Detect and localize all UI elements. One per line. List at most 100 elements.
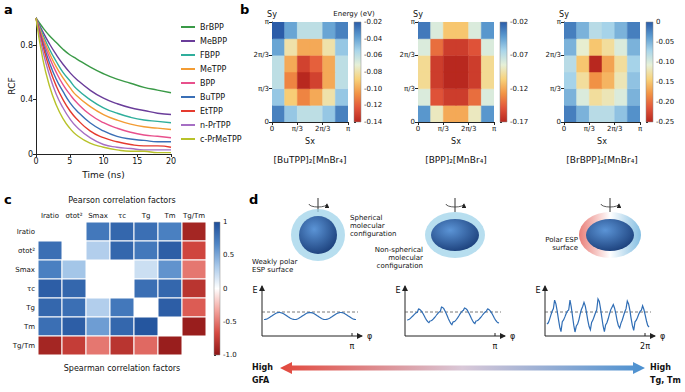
svg-text:Iratio: Iratio xyxy=(41,212,59,220)
svg-text:configuration: configuration xyxy=(350,230,396,238)
svg-text:-0.07: -0.07 xyxy=(510,51,528,59)
svg-text:Sx: Sx xyxy=(305,137,315,146)
svg-text:c-PrMeTPP: c-PrMeTPP xyxy=(200,135,242,144)
svg-text:c: c xyxy=(4,192,12,207)
svg-text:τc: τc xyxy=(118,212,126,220)
svg-text:0: 0 xyxy=(33,157,38,166)
svg-text:Spherical: Spherical xyxy=(350,214,383,222)
svg-text:0: 0 xyxy=(28,150,33,159)
svg-text:Non-spherical: Non-spherical xyxy=(375,246,423,254)
svg-text:RCF: RCF xyxy=(7,77,17,94)
svg-text:0: 0 xyxy=(411,118,415,126)
svg-text:-0.17: -0.17 xyxy=(510,118,528,126)
svg-text:High: High xyxy=(252,363,273,372)
svg-text:π/3: π/3 xyxy=(292,125,303,133)
svg-text:Tg: Tg xyxy=(25,304,35,312)
svg-text:GFA: GFA xyxy=(252,376,270,385)
svg-text:φ: φ xyxy=(510,332,515,341)
svg-text:-0.12: -0.12 xyxy=(364,101,382,109)
svg-text:-0.02: -0.02 xyxy=(364,18,382,26)
svg-text:Sx: Sx xyxy=(597,137,607,146)
svg-text:π: π xyxy=(411,18,416,26)
svg-text:-0.25: -0.25 xyxy=(656,118,674,126)
svg-text:0: 0 xyxy=(270,125,274,133)
svg-text:-0.15: -0.15 xyxy=(656,78,674,86)
svg-text:π: π xyxy=(557,18,562,26)
svg-text:π: π xyxy=(265,18,270,26)
svg-text:-0.12: -0.12 xyxy=(510,85,528,93)
svg-text:Polar ESP: Polar ESP xyxy=(545,236,578,244)
svg-text:MeBPP: MeBPP xyxy=(200,37,227,46)
svg-text:π: π xyxy=(493,342,498,351)
svg-text:ESP surface: ESP surface xyxy=(252,266,293,274)
svg-text:σtot²: σtot² xyxy=(18,247,35,255)
svg-text:Tm: Tm xyxy=(163,212,175,220)
svg-text:FBPP: FBPP xyxy=(200,51,220,60)
svg-text:BrBPP: BrBPP xyxy=(200,23,224,32)
svg-text:π/3: π/3 xyxy=(584,125,595,133)
svg-text:π: π xyxy=(346,125,351,133)
svg-text:2π/3: 2π/3 xyxy=(546,51,561,59)
svg-text:Tm: Tm xyxy=(23,323,35,331)
svg-text:Spearman correlation factors: Spearman correlation factors xyxy=(64,364,181,373)
svg-text:π/3: π/3 xyxy=(258,85,269,93)
svg-text:0: 0 xyxy=(557,118,561,126)
svg-text:[BuTPP]₂[MnBr₄]: [BuTPP]₂[MnBr₄] xyxy=(274,155,347,165)
svg-text:-0.05: -0.05 xyxy=(656,38,674,46)
svg-text:configuration: configuration xyxy=(377,262,423,270)
svg-text:Tg, Tm: Tg, Tm xyxy=(650,376,681,385)
svg-text:MeTPP: MeTPP xyxy=(200,65,227,74)
svg-text:b: b xyxy=(240,2,249,17)
svg-text:π: π xyxy=(638,125,643,133)
svg-text:0: 0 xyxy=(656,18,660,26)
svg-text:0.4: 0.4 xyxy=(20,95,33,104)
svg-text:-0.20: -0.20 xyxy=(656,98,674,106)
svg-text:molecular: molecular xyxy=(388,254,423,262)
svg-text:π/3: π/3 xyxy=(550,85,561,93)
svg-text:Weakly polar: Weakly polar xyxy=(252,258,297,266)
svg-text:π/3: π/3 xyxy=(438,125,449,133)
svg-text:Pearson correlation factors: Pearson correlation factors xyxy=(68,196,175,205)
svg-text:Tg/Tm: Tg/Tm xyxy=(182,212,205,220)
svg-text:π/3: π/3 xyxy=(404,85,415,93)
svg-text:Tg: Tg xyxy=(141,212,151,220)
svg-text:20: 20 xyxy=(166,157,176,166)
svg-text:π: π xyxy=(350,342,355,351)
svg-text:0.8: 0.8 xyxy=(20,41,33,50)
svg-text:E: E xyxy=(395,286,400,295)
svg-text:Energy (eV): Energy (eV) xyxy=(333,10,375,18)
svg-text:[BPP]₂[MnBr₄]: [BPP]₂[MnBr₄] xyxy=(425,155,487,165)
svg-text:σtot²: σtot² xyxy=(65,212,82,220)
svg-text:n-PrTPP: n-PrTPP xyxy=(200,121,231,130)
svg-text:-0.08: -0.08 xyxy=(364,68,382,76)
svg-text:0.5: 0.5 xyxy=(223,251,234,259)
svg-text:2π/3: 2π/3 xyxy=(254,51,269,59)
svg-text:φ: φ xyxy=(660,332,665,341)
svg-text:10: 10 xyxy=(98,157,108,166)
svg-text:a: a xyxy=(4,2,13,17)
svg-text:BuTPP: BuTPP xyxy=(200,93,225,102)
svg-text:EtTPP: EtTPP xyxy=(200,107,223,116)
svg-text:-0.5: -0.5 xyxy=(223,318,237,326)
svg-text:Smax: Smax xyxy=(88,212,108,220)
svg-text:15: 15 xyxy=(132,157,142,166)
svg-text:High: High xyxy=(650,363,671,372)
svg-text:Tg/Tm: Tg/Tm xyxy=(12,342,35,350)
svg-text:[BrBPP]₂[MnBr₄]: [BrBPP]₂[MnBr₄] xyxy=(566,155,638,165)
svg-text:-1.0: -1.0 xyxy=(223,351,237,359)
svg-text:0: 0 xyxy=(223,285,227,293)
svg-text:2π/3: 2π/3 xyxy=(400,51,415,59)
svg-text:-0.14: -0.14 xyxy=(364,118,383,126)
svg-text:Iratio: Iratio xyxy=(17,228,35,236)
svg-text:-0.06: -0.06 xyxy=(364,51,383,59)
svg-text:-0.04: -0.04 xyxy=(364,35,383,43)
svg-text:Smax: Smax xyxy=(15,266,35,274)
svg-text:-0.10: -0.10 xyxy=(364,85,382,93)
svg-text:φ: φ xyxy=(367,332,372,341)
svg-text:τc: τc xyxy=(27,285,35,293)
svg-text:0: 0 xyxy=(562,125,566,133)
svg-text:-0.10: -0.10 xyxy=(656,58,674,66)
svg-text:0: 0 xyxy=(265,118,269,126)
svg-text:1: 1 xyxy=(223,218,227,226)
svg-text:π: π xyxy=(492,125,497,133)
